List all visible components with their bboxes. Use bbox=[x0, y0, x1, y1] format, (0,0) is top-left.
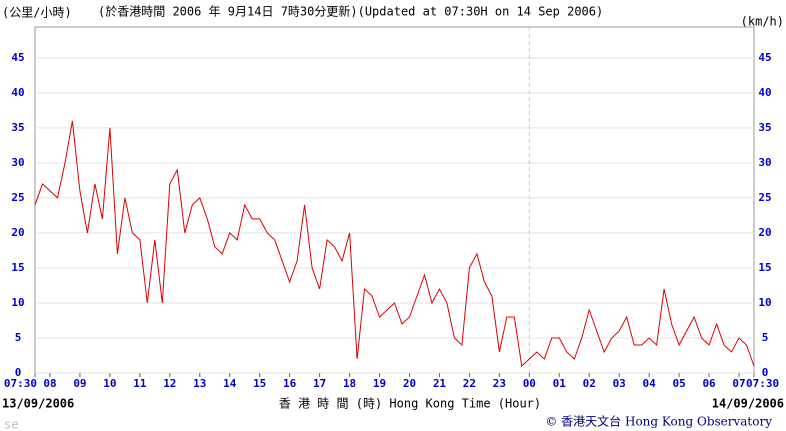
wind-line bbox=[34, 120, 755, 368]
x-tick-label: 07:30 bbox=[4, 377, 37, 390]
y2-tick-label: 10 bbox=[758, 296, 771, 309]
x-tick-label: 16 bbox=[283, 377, 297, 390]
x-tick-label: 09 bbox=[73, 377, 86, 390]
y-tick-label: 5 bbox=[15, 331, 22, 344]
y-tick-label: 0 bbox=[15, 366, 22, 379]
x-tick-label: 07:30 bbox=[746, 377, 779, 390]
y-tick-label: 10 bbox=[11, 296, 24, 309]
y2-tick-label: 35 bbox=[758, 121, 771, 134]
x-tick-label: 22 bbox=[463, 377, 476, 390]
x-tick-label: 04 bbox=[643, 377, 657, 390]
y-tick-label: 30 bbox=[11, 156, 24, 169]
start-date: 13/09/2006 bbox=[2, 397, 74, 411]
y2-tick-label: 25 bbox=[758, 191, 771, 204]
x-tick-label: 02 bbox=[583, 377, 596, 390]
y-tick-label: 45 bbox=[11, 51, 24, 64]
chart-title: (於香港時間 2006 年 9月14日 7時30分更新)(Updated at … bbox=[98, 4, 603, 19]
y-tick-label: 40 bbox=[11, 86, 24, 99]
y-tick-label: 35 bbox=[11, 121, 24, 134]
x-axis-label: 香 港 時 間 (時) Hong Kong Time (Hour) bbox=[279, 397, 541, 411]
y-tick-label: 15 bbox=[11, 261, 24, 274]
x-tick-label: 01 bbox=[553, 377, 567, 390]
x-tick-label: 10 bbox=[103, 377, 116, 390]
x-tick-label: 21 bbox=[433, 377, 447, 390]
end-date: 14/09/2006 bbox=[712, 397, 784, 411]
x-tick-label: 00 bbox=[523, 377, 536, 390]
y2-axis-label: (km/h) bbox=[741, 15, 784, 29]
x-tick-label: 15 bbox=[253, 377, 266, 390]
x-tick-label: 19 bbox=[373, 377, 386, 390]
x-tick-label: 08 bbox=[43, 377, 56, 390]
y2-tick-label: 30 bbox=[758, 156, 771, 169]
y2-tick-label: 5 bbox=[762, 331, 769, 344]
x-tick-label: 03 bbox=[613, 377, 626, 390]
y2-tick-label: 40 bbox=[758, 86, 771, 99]
y2-tick-label: 0 bbox=[762, 366, 769, 379]
x-tick-label: 07 bbox=[732, 377, 745, 390]
x-tick-label: 11 bbox=[133, 377, 147, 390]
y2-tick-label: 45 bbox=[758, 51, 771, 64]
credit: © 香港天文台 Hong Kong Observatory bbox=[545, 414, 772, 429]
x-tick-label: 05 bbox=[672, 377, 685, 390]
y2-tick-label: 15 bbox=[758, 261, 771, 274]
plot-frame bbox=[34, 26, 755, 374]
x-tick-label: 18 bbox=[343, 377, 356, 390]
x-tick-label: 23 bbox=[493, 377, 506, 390]
y-tick-label: 25 bbox=[11, 191, 24, 204]
x-tick-label: 17 bbox=[313, 377, 326, 390]
y2-tick-label: 20 bbox=[758, 226, 771, 239]
x-tick-label: 20 bbox=[403, 377, 416, 390]
x-tick-label: 06 bbox=[702, 377, 716, 390]
y-tick-label: 20 bbox=[11, 226, 24, 239]
corner-note: se bbox=[4, 418, 18, 431]
y-axis-label: (公里/小時) bbox=[2, 6, 72, 20]
x-tick-label: 12 bbox=[163, 377, 176, 390]
x-tick-label: 14 bbox=[223, 377, 237, 390]
x-tick-label: 13 bbox=[193, 377, 206, 390]
